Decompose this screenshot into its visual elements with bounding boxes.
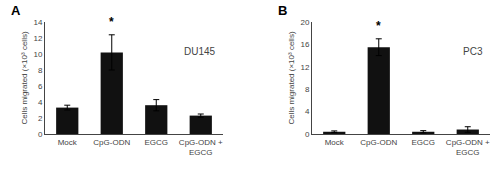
svg-text:12: 12 [300,63,309,72]
svg-text:8: 8 [305,85,310,94]
svg-text:12: 12 [33,34,42,43]
svg-text:14: 14 [33,18,42,27]
svg-text:CpG-ODN +EGCG: CpG-ODN +EGCG [179,138,223,157]
svg-text:CpG-ODN: CpG-ODN [360,138,397,147]
svg-text:Cells migrated (×10³ cells): Cells migrated (×10³ cells) [20,31,29,124]
svg-text:EGCG: EGCG [411,138,435,147]
svg-text:0: 0 [38,130,43,139]
svg-text:0: 0 [305,130,310,139]
svg-text:A: A [11,3,21,18]
svg-text:8: 8 [38,66,43,75]
svg-text:Mock: Mock [58,138,78,147]
svg-text:Cells migrated (×10³ cells): Cells migrated (×10³ cells) [287,31,296,124]
svg-text:6: 6 [38,82,43,91]
svg-text:16: 16 [300,40,309,49]
svg-text:2: 2 [38,114,43,123]
svg-text:PC3: PC3 [463,46,483,57]
svg-text:EGCG: EGCG [144,138,168,147]
svg-text:CpG-ODN +EGCG: CpG-ODN +EGCG [446,138,490,157]
svg-text:DU145: DU145 [184,46,216,57]
svg-text:20: 20 [300,18,309,27]
svg-text:4: 4 [38,98,43,107]
svg-text:4: 4 [305,107,310,116]
svg-text:*: * [376,19,381,33]
svg-text:*: * [109,15,114,29]
svg-text:B: B [278,3,287,18]
svg-text:10: 10 [33,50,42,59]
svg-text:CpG-ODN: CpG-ODN [93,138,130,147]
svg-text:Mock: Mock [325,138,345,147]
